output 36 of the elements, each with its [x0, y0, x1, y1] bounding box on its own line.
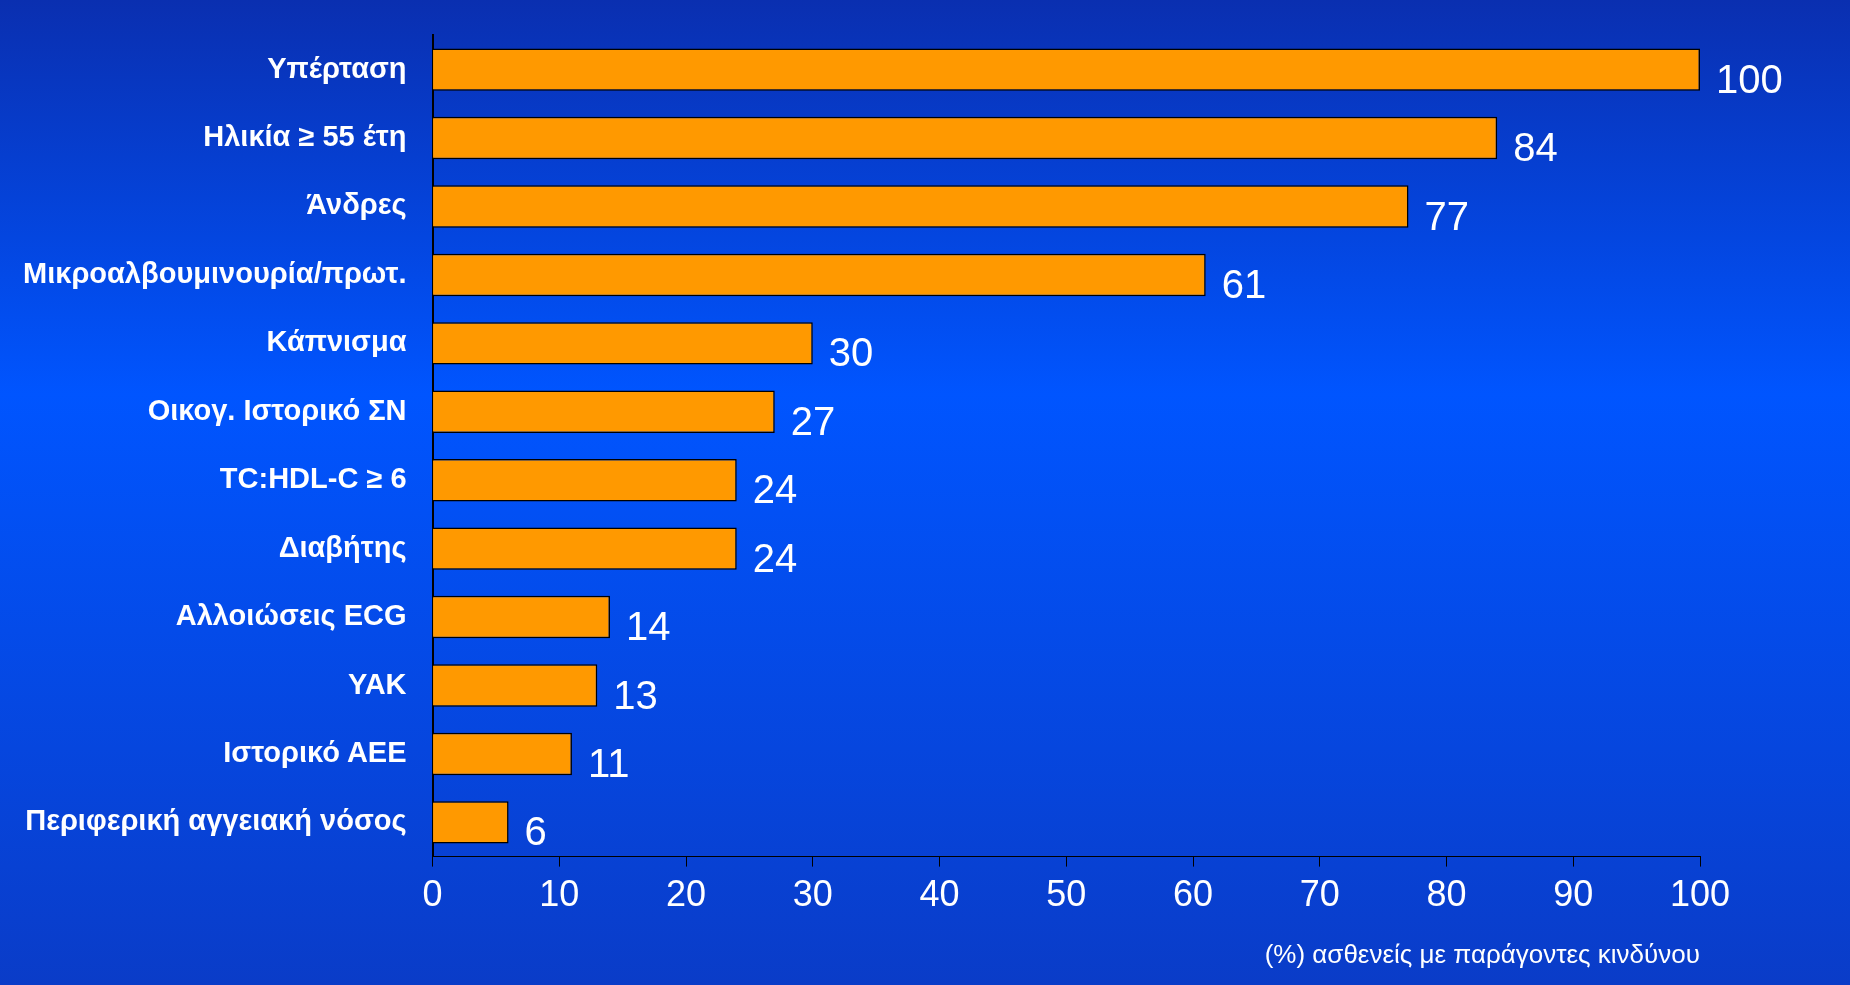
data-label: 13: [613, 672, 658, 717]
data-label: 30: [828, 330, 874, 375]
y-tick-label: Ηλικία ≥ 55 έτη: [203, 120, 407, 153]
x-tick-label: 100: [1669, 873, 1731, 915]
data-label: 61: [1221, 261, 1267, 306]
x-axis-title: (%) ασθενείς με παράγοντες κινδύνου: [1264, 938, 1700, 969]
y-tick-label: Περιφερική αγγειακή νόσος: [25, 804, 407, 837]
y-tick-label: Μικροαλβουμινουρία/πρωτ.: [23, 256, 407, 289]
y-tick-label: Διαβήτης: [278, 530, 407, 563]
data-label: 100: [1716, 56, 1783, 101]
data-label: 6: [524, 809, 547, 854]
y-tick-label: Ιστορικό ΑΕΕ: [223, 735, 407, 768]
x-tick-label: 70: [1299, 873, 1340, 915]
y-tick-label: ΥΑΚ: [347, 667, 407, 700]
data-label: 27: [790, 398, 836, 443]
x-tick-label: 90: [1553, 873, 1594, 915]
data-label: 24: [752, 467, 798, 512]
x-tick-label: 60: [1172, 873, 1214, 915]
y-tick-label: Αλλοιώσεις ECG: [175, 599, 407, 632]
x-tick-label: 10: [539, 873, 580, 915]
y-tick-label: Οικογ. Ιστορικό ΣΝ: [147, 393, 407, 426]
x-tick-label: 50: [1046, 873, 1087, 915]
data-label: 11: [587, 740, 630, 785]
data-label: 24: [752, 535, 798, 580]
data-label: 14: [625, 604, 671, 649]
data-label: 77: [1424, 193, 1469, 238]
y-tick-label: Κάπνισμα: [266, 325, 407, 358]
x-tick-label: 80: [1426, 873, 1467, 915]
data-label: 84: [1513, 125, 1558, 170]
x-tick-label: 20: [666, 873, 707, 915]
y-tick-label: Άνδρες: [306, 188, 407, 221]
x-tick-label: 40: [919, 873, 960, 915]
x-tick-label: 30: [792, 873, 833, 915]
y-tick-label: Υπέρταση: [267, 51, 407, 84]
x-tick-label: 0: [422, 873, 443, 915]
y-tick-label: TC:HDL-C ≥ 6: [219, 462, 407, 495]
